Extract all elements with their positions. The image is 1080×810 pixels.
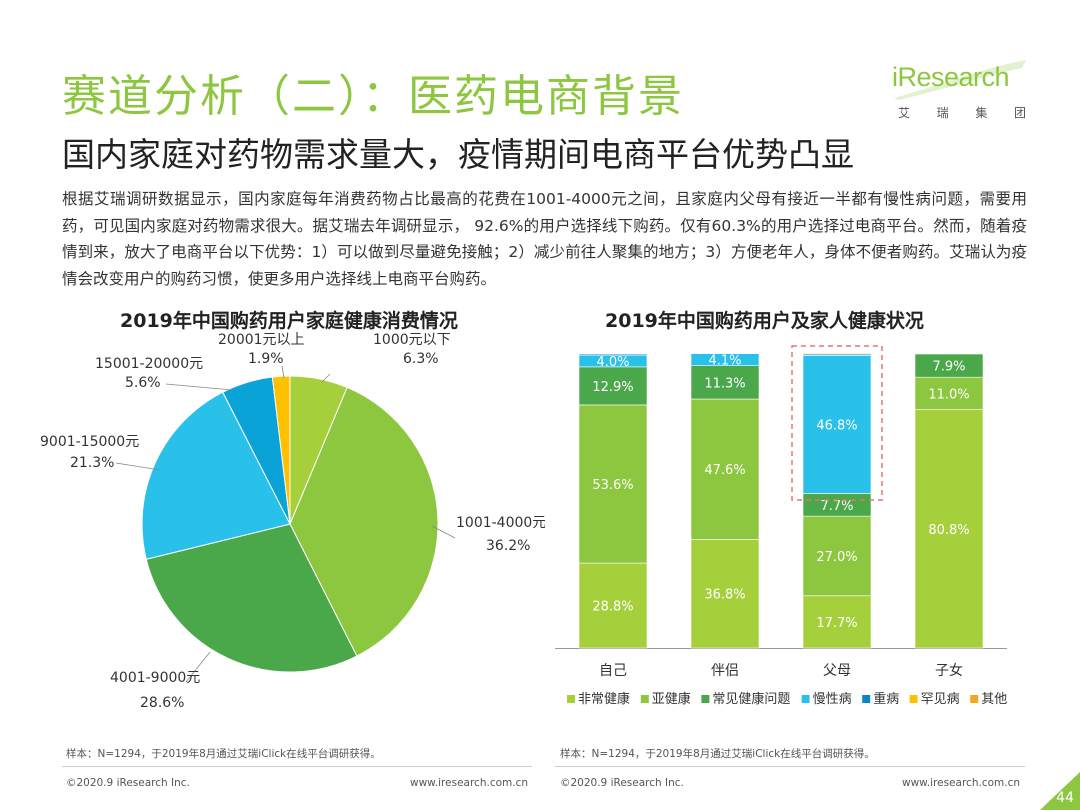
bar-data-label: 53.6% (592, 478, 633, 493)
pie-slice-value: 28.6% (140, 695, 184, 711)
bar-data-label: 47.6% (704, 463, 745, 478)
pie-slice-label: 20001元以上 (218, 332, 305, 348)
pie-slice (289, 386, 439, 657)
pie-leader-line (165, 383, 233, 391)
pie-slice-label: 9001-15000元 (40, 434, 139, 450)
bar-segment (914, 409, 984, 649)
legend-swatch (640, 695, 649, 703)
pie-slice-label: 1001-4000元 (456, 515, 545, 531)
pie-slice (141, 391, 291, 560)
pie-slice-label: 1000元以下 (373, 332, 451, 348)
bar-data-label: 11.0% (928, 387, 969, 402)
pie-leader-line (281, 365, 285, 379)
pie-slice-value: 5.6% (125, 375, 161, 391)
pie-slice (271, 375, 291, 525)
x-tick-label: 父母 (823, 663, 851, 679)
logo-sub-char: 集 (975, 106, 988, 120)
page-number: 44 (1056, 790, 1074, 806)
bar-data-label: 36.8% (704, 588, 745, 603)
legend-swatch (701, 695, 710, 703)
legend-label: 其他 (981, 692, 1007, 707)
bar-segment (690, 539, 760, 649)
bar-segment (578, 562, 648, 649)
bar-segment (578, 366, 648, 406)
legend-swatch (801, 695, 810, 703)
summary-paragraph: 根据艾瑞调研数据显示，国内家庭每年消费药物占比最高的花费在1001-4000元之… (62, 190, 1027, 288)
bar-data-label: 4.1% (708, 354, 741, 369)
x-tick-label: 自己 (599, 663, 627, 679)
sample-note-right: 样本：N=1294，于2019年8月通过艾瑞iClick在线平台调研获得。 (560, 748, 875, 760)
footer-url-left: www.iresearch.com.cn (410, 777, 529, 789)
legend-label: 亚健康 (652, 691, 691, 707)
logo-sub-char: 瑞 (936, 106, 949, 120)
legend-label: 常见健康问题 (712, 691, 790, 707)
bar-data-label: 28.8% (592, 600, 633, 615)
logo-swoosh-icon (894, 60, 1026, 100)
footer-url-right: www.iresearch.com.cn (902, 777, 1021, 789)
bar-data-label: 80.8% (928, 523, 969, 538)
legend-label: 非常健康 (578, 691, 630, 707)
pie-leader-line (431, 525, 456, 539)
pie-slice-value: 6.3% (403, 351, 439, 367)
bar-segment (914, 376, 984, 410)
pie-chart: 1000元以下 6.3% 1001-4000元 36.2% 4001-9000元 28.6… (40, 332, 545, 711)
page-number-badge: 44 (1040, 772, 1080, 810)
bar-data-label: 46.8% (816, 418, 857, 433)
bar-data-label: 17.7% (816, 616, 857, 631)
footer-copyright-right: ©2020.9 iResearch Inc. (560, 777, 684, 789)
legend-label: 慢性病 (813, 691, 852, 707)
pie-leader-line (321, 373, 331, 383)
pie-slice (145, 523, 358, 673)
pie-chart-title: 2019年中国购药用户家庭健康消费情况 (120, 310, 458, 332)
legend-swatch (909, 695, 918, 703)
footer-divider-right (555, 766, 1025, 767)
bar-segment (802, 355, 872, 494)
stacked-bar-chart: 28.8% 53.6% 12.9% 4.0% 自己 36.8% 47.6% 11.3% 4.1%… (555, 345, 1007, 707)
bar-data-label: 4.0% (596, 355, 629, 370)
bar-data-label: 7.7% (820, 499, 853, 514)
footer-copyright-left: ©2020.9 iResearch Inc. (66, 777, 190, 789)
iresearch-logo: iResearch 艾 瑞 集 团 (892, 58, 1032, 128)
legend-swatch (970, 695, 979, 703)
x-tick-label: 伴侣 (711, 663, 739, 679)
legend-label: 罕见病 (921, 692, 960, 707)
bar-data-label: 7.9% (932, 360, 965, 375)
sample-note-left: 样本：N=1294，于2019年8月通过艾瑞iClick在线平台调研获得。 (66, 748, 381, 760)
legend-label: 重病 (873, 691, 899, 707)
logo-subtitle: 艾 瑞 集 团 (898, 104, 1026, 121)
pie-slice-value: 36.2% (486, 538, 530, 554)
bar-data-label: 12.9% (592, 380, 633, 395)
bar-segment (802, 595, 872, 649)
logo-wordmark: iResearch (892, 62, 1010, 92)
footer-divider-left (62, 766, 532, 767)
pie-slice-label: 15001-20000元 (95, 356, 203, 372)
x-tick-label: 子女 (935, 662, 963, 679)
bar-data-label: 27.0% (816, 550, 857, 565)
bar-segment (578, 404, 648, 564)
highlight-box (791, 345, 883, 501)
legend-swatch (567, 695, 575, 703)
pie-leader-line (115, 462, 161, 471)
bar-segment (690, 398, 760, 540)
logo-sub-char: 团 (1013, 106, 1026, 120)
logo-sub-char: 艾 (898, 106, 911, 120)
bar-segment (690, 365, 760, 400)
pie-slice-value: 21.3% (70, 455, 114, 471)
pie-slice-label: 4001-9000元 (110, 670, 200, 686)
pie-leader-line (185, 651, 211, 683)
bar-segment (802, 515, 872, 597)
bar-chart-title: 2019年中国购药用户及家人健康状况 (605, 310, 924, 332)
legend-swatch (862, 695, 871, 703)
pie-slice-value: 1.9% (248, 351, 284, 367)
page-subtitle: 国内家庭对药物需求量大，疫情期间电商平台优势凸显 (62, 135, 854, 174)
page-title: 赛道分析（二）：医药电商背景 (62, 71, 684, 122)
bar-data-label: 11.3% (704, 376, 745, 391)
